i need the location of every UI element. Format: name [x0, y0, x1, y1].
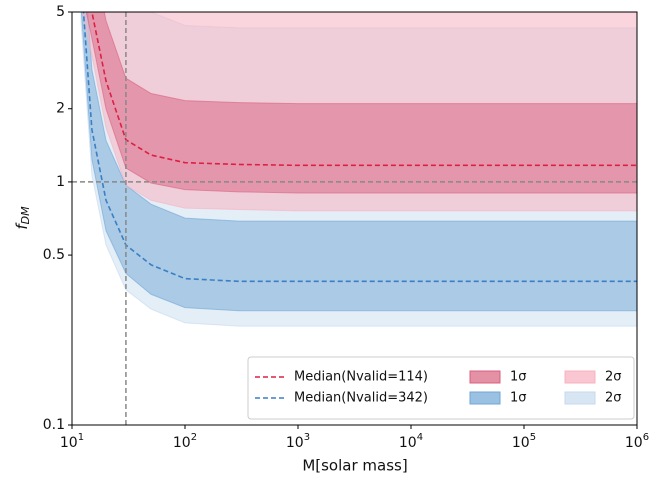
x-tick-exponent: 4: [417, 432, 423, 443]
y-label-main: f: [13, 222, 31, 230]
legend: Median(Nvalid=114) Median(Nvalid=342) 2σ 1σ…: [247, 356, 635, 420]
plot-area: [72, 12, 637, 425]
y-label-sub: DM: [19, 206, 32, 224]
y-tick-label: 5: [56, 4, 65, 20]
x-tick-exponent: 6: [643, 432, 649, 443]
x-tick-base: 10: [512, 435, 530, 451]
median-line: [91, 12, 637, 167]
legend-patch: [469, 391, 501, 405]
band-area: [80, 12, 637, 312]
y-axis-label: fDM: [13, 206, 33, 230]
x-tick-label: 104: [399, 432, 423, 451]
legend-patch: [564, 391, 596, 405]
x-tick-exponent: 2: [191, 432, 197, 443]
legend-label: Median(Nvalid=342): [294, 391, 428, 406]
x-tick-label: 105: [512, 432, 536, 451]
legend-box: [247, 356, 635, 420]
band-area: [85, 12, 637, 194]
legend-label: 1σ: [510, 370, 527, 385]
legend-patch: [469, 370, 501, 384]
y-tick-label: 0.5: [43, 247, 65, 263]
axes-frame: [71, 11, 638, 426]
x-tick-label: 101: [60, 432, 84, 451]
legend-patch: [564, 370, 596, 384]
x-tick-label: 102: [173, 432, 197, 451]
legend-label: 2σ: [605, 391, 622, 406]
legend-label: Median(Nvalid=114): [294, 370, 428, 385]
x-tick-label: 103: [286, 432, 310, 451]
y-tick-label: 0.1: [43, 417, 65, 433]
x-tick-base: 10: [399, 435, 417, 451]
median-line: [82, 12, 637, 283]
x-tick-base: 10: [60, 435, 78, 451]
x-tick-base: 10: [286, 435, 304, 451]
y-tick-label: 1: [56, 174, 65, 190]
x-tick-exponent: 1: [78, 432, 84, 443]
x-tick-exponent: 3: [304, 432, 310, 443]
legend-label: 2σ: [605, 370, 622, 385]
x-tick-base: 10: [625, 435, 643, 451]
x-axis-label: M[solar mass]: [302, 457, 407, 475]
legend-label: 1σ: [510, 391, 527, 406]
x-tick-exponent: 5: [530, 432, 536, 443]
x-tick-label: 106: [625, 432, 649, 451]
x-tick-base: 10: [173, 435, 191, 451]
y-tick-label: 2: [56, 101, 65, 117]
